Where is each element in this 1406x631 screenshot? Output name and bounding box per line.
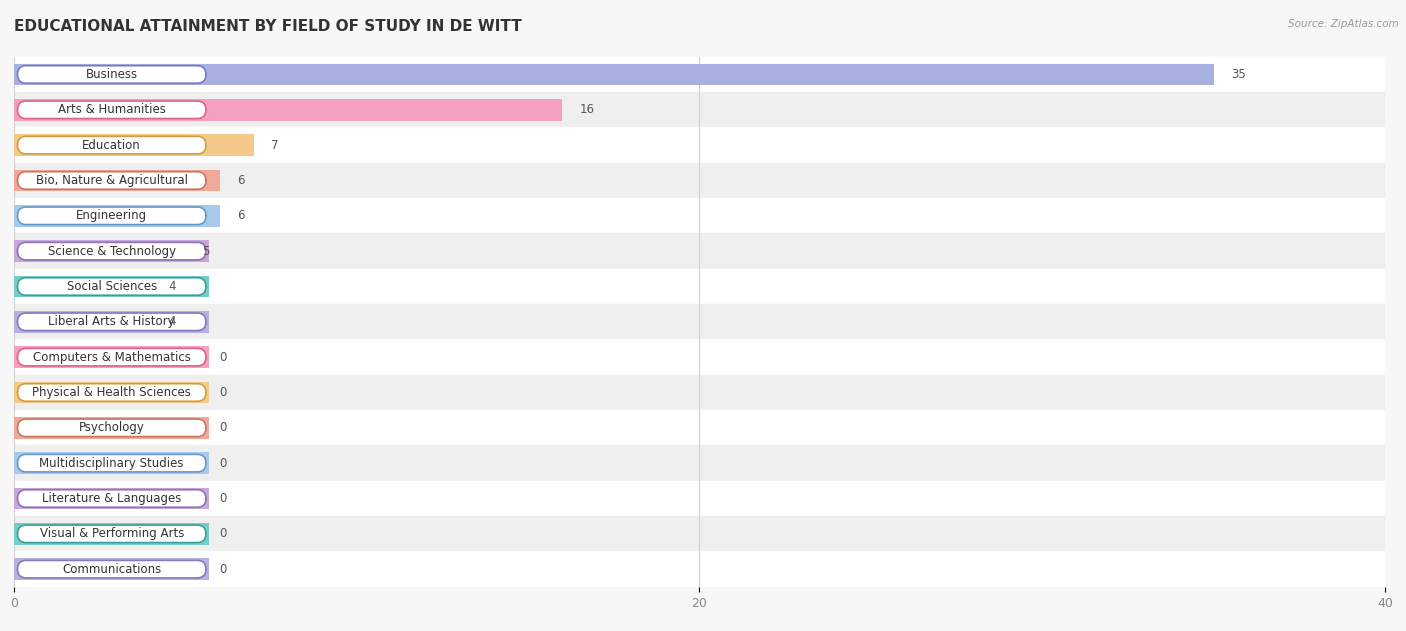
Bar <box>14 127 1385 163</box>
Bar <box>14 311 209 333</box>
FancyBboxPatch shape <box>17 348 207 366</box>
Text: 35: 35 <box>1230 68 1246 81</box>
Bar <box>14 276 209 297</box>
Bar <box>14 558 209 580</box>
Text: Engineering: Engineering <box>76 209 148 222</box>
Bar <box>14 523 209 545</box>
Bar <box>14 445 1385 481</box>
Text: 0: 0 <box>219 386 226 399</box>
Bar <box>14 99 562 121</box>
Text: 4: 4 <box>169 280 176 293</box>
Text: Literature & Languages: Literature & Languages <box>42 492 181 505</box>
Text: 0: 0 <box>219 528 226 540</box>
Bar <box>14 452 209 474</box>
Bar <box>14 198 1385 233</box>
Bar <box>14 481 1385 516</box>
Bar <box>14 205 219 227</box>
Bar <box>14 488 209 509</box>
Text: Source: ZipAtlas.com: Source: ZipAtlas.com <box>1288 19 1399 29</box>
Text: 0: 0 <box>219 351 226 363</box>
Bar <box>14 240 209 262</box>
Bar <box>14 339 1385 375</box>
Bar <box>14 233 1385 269</box>
Text: 0: 0 <box>219 457 226 469</box>
Text: 6: 6 <box>236 209 245 222</box>
Text: Multidisciplinary Studies: Multidisciplinary Studies <box>39 457 184 469</box>
Text: Computers & Mathematics: Computers & Mathematics <box>32 351 191 363</box>
Text: 4: 4 <box>169 316 176 328</box>
Text: Physical & Health Sciences: Physical & Health Sciences <box>32 386 191 399</box>
FancyBboxPatch shape <box>17 419 207 437</box>
FancyBboxPatch shape <box>17 454 207 472</box>
FancyBboxPatch shape <box>17 313 207 331</box>
FancyBboxPatch shape <box>17 136 207 154</box>
Bar <box>14 163 1385 198</box>
Bar <box>14 382 209 403</box>
Text: Science & Technology: Science & Technology <box>48 245 176 257</box>
FancyBboxPatch shape <box>17 66 207 83</box>
Bar <box>14 64 1213 85</box>
Bar <box>14 170 219 191</box>
Text: 16: 16 <box>579 103 595 116</box>
FancyBboxPatch shape <box>17 525 207 543</box>
Text: 7: 7 <box>271 139 278 151</box>
FancyBboxPatch shape <box>17 384 207 401</box>
Text: 6: 6 <box>236 174 245 187</box>
Text: EDUCATIONAL ATTAINMENT BY FIELD OF STUDY IN DE WITT: EDUCATIONAL ATTAINMENT BY FIELD OF STUDY… <box>14 19 522 34</box>
Bar <box>14 269 1385 304</box>
Bar <box>14 57 1385 92</box>
Bar <box>14 375 1385 410</box>
Text: Arts & Humanities: Arts & Humanities <box>58 103 166 116</box>
Bar <box>14 516 1385 551</box>
Text: 0: 0 <box>219 563 226 575</box>
Text: Visual & Performing Arts: Visual & Performing Arts <box>39 528 184 540</box>
Bar <box>14 417 209 439</box>
FancyBboxPatch shape <box>17 490 207 507</box>
Bar <box>14 134 254 156</box>
Bar <box>14 551 1385 587</box>
Text: Bio, Nature & Agricultural: Bio, Nature & Agricultural <box>35 174 188 187</box>
Text: Communications: Communications <box>62 563 162 575</box>
FancyBboxPatch shape <box>17 172 207 189</box>
Bar <box>14 410 1385 445</box>
Text: Liberal Arts & History: Liberal Arts & History <box>48 316 174 328</box>
Bar <box>14 304 1385 339</box>
Bar <box>14 346 209 368</box>
Text: 0: 0 <box>219 422 226 434</box>
Bar <box>14 92 1385 127</box>
Text: Business: Business <box>86 68 138 81</box>
FancyBboxPatch shape <box>17 278 207 295</box>
FancyBboxPatch shape <box>17 560 207 578</box>
Text: Education: Education <box>83 139 141 151</box>
Text: Psychology: Psychology <box>79 422 145 434</box>
FancyBboxPatch shape <box>17 207 207 225</box>
Text: 5: 5 <box>202 245 209 257</box>
FancyBboxPatch shape <box>17 242 207 260</box>
Text: 0: 0 <box>219 492 226 505</box>
Text: Social Sciences: Social Sciences <box>66 280 157 293</box>
FancyBboxPatch shape <box>17 101 207 119</box>
